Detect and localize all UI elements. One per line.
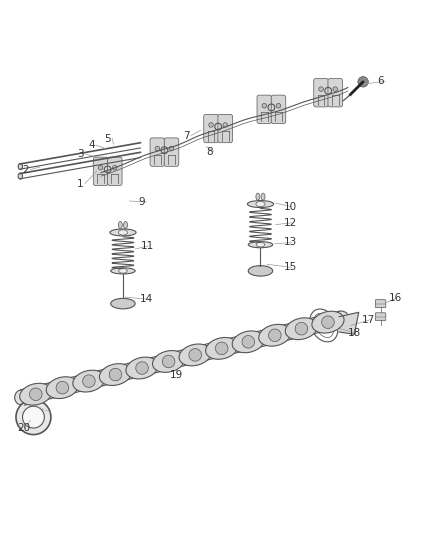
Ellipse shape [18, 173, 22, 179]
Ellipse shape [111, 268, 135, 274]
Ellipse shape [268, 329, 281, 342]
FancyBboxPatch shape [218, 115, 233, 143]
Ellipse shape [215, 342, 228, 354]
Text: 19: 19 [170, 370, 184, 380]
Ellipse shape [99, 364, 131, 385]
Circle shape [276, 103, 281, 108]
Ellipse shape [111, 298, 135, 309]
Ellipse shape [162, 355, 175, 368]
Ellipse shape [205, 337, 238, 359]
Ellipse shape [295, 322, 308, 335]
FancyBboxPatch shape [204, 115, 218, 143]
Ellipse shape [20, 383, 52, 405]
Ellipse shape [118, 230, 127, 235]
Ellipse shape [259, 325, 291, 346]
Polygon shape [339, 312, 359, 334]
Ellipse shape [73, 370, 105, 392]
Ellipse shape [232, 331, 265, 353]
Ellipse shape [256, 193, 260, 200]
FancyBboxPatch shape [375, 313, 386, 321]
Circle shape [346, 320, 354, 328]
Circle shape [223, 123, 227, 127]
Ellipse shape [119, 269, 127, 273]
FancyBboxPatch shape [257, 95, 272, 124]
Text: 17: 17 [362, 315, 375, 325]
Text: 15: 15 [284, 262, 297, 272]
FancyBboxPatch shape [93, 157, 108, 185]
Text: 12: 12 [284, 218, 297, 228]
Ellipse shape [312, 311, 344, 333]
Ellipse shape [124, 222, 127, 229]
Circle shape [14, 390, 30, 405]
Text: 1: 1 [77, 179, 84, 189]
Ellipse shape [118, 222, 122, 229]
Text: 7: 7 [183, 131, 190, 141]
Text: 10: 10 [284, 201, 297, 212]
Ellipse shape [285, 318, 318, 340]
Circle shape [358, 77, 368, 87]
Ellipse shape [56, 382, 69, 394]
Text: 2: 2 [22, 165, 29, 175]
Ellipse shape [261, 193, 265, 200]
Text: 18: 18 [348, 328, 361, 338]
Circle shape [113, 165, 117, 170]
Circle shape [333, 311, 349, 327]
Circle shape [22, 406, 44, 428]
Circle shape [262, 103, 267, 108]
Ellipse shape [248, 241, 273, 248]
Circle shape [16, 400, 51, 434]
Circle shape [98, 165, 103, 170]
FancyBboxPatch shape [271, 95, 286, 124]
Ellipse shape [256, 243, 265, 247]
Ellipse shape [179, 344, 211, 366]
Text: 8: 8 [206, 147, 212, 157]
Ellipse shape [126, 357, 158, 379]
Circle shape [155, 146, 159, 151]
Ellipse shape [29, 388, 42, 400]
Ellipse shape [83, 375, 95, 387]
Ellipse shape [321, 316, 334, 328]
FancyBboxPatch shape [375, 300, 386, 308]
FancyBboxPatch shape [314, 78, 328, 107]
Text: 13: 13 [284, 238, 297, 247]
Text: 6: 6 [377, 76, 384, 86]
Ellipse shape [110, 229, 136, 236]
Ellipse shape [46, 377, 78, 399]
Ellipse shape [136, 362, 148, 374]
Text: 16: 16 [389, 293, 403, 303]
Text: 5: 5 [105, 134, 111, 143]
Text: 3: 3 [77, 149, 84, 159]
Text: 4: 4 [88, 140, 95, 150]
Ellipse shape [152, 351, 185, 373]
Ellipse shape [248, 265, 273, 276]
Ellipse shape [189, 349, 201, 361]
Text: 14: 14 [140, 294, 153, 304]
Ellipse shape [242, 336, 254, 348]
Ellipse shape [247, 200, 274, 207]
Circle shape [333, 87, 338, 91]
Circle shape [209, 123, 213, 127]
FancyBboxPatch shape [150, 138, 165, 166]
FancyBboxPatch shape [164, 138, 179, 166]
Ellipse shape [256, 201, 265, 207]
Circle shape [319, 87, 323, 91]
Ellipse shape [18, 164, 22, 169]
Text: 9: 9 [139, 197, 145, 207]
Text: 20: 20 [17, 423, 30, 433]
Circle shape [169, 146, 174, 151]
Text: 11: 11 [141, 241, 154, 251]
FancyBboxPatch shape [328, 78, 343, 107]
Ellipse shape [109, 368, 122, 381]
FancyBboxPatch shape [107, 157, 122, 185]
